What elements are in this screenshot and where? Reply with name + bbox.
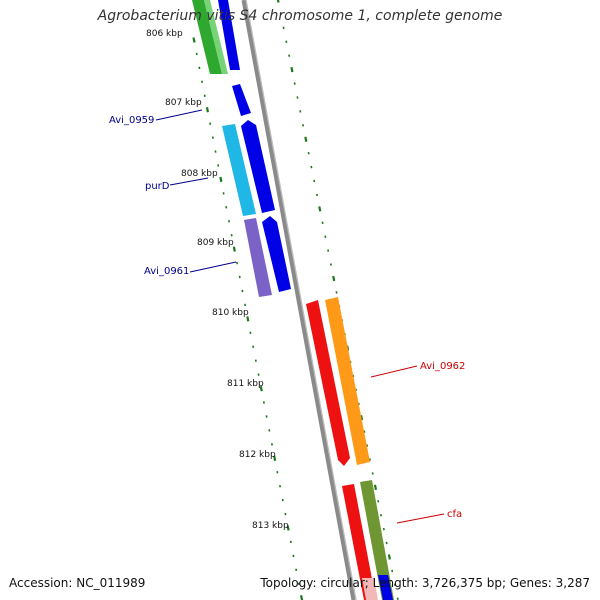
gene-feature-pink-bottom xyxy=(362,578,378,600)
major-tick xyxy=(387,554,391,560)
leader-line-avi0959 xyxy=(155,109,203,121)
map-title: Agrobacterium vitis S4 chromosome 1, com… xyxy=(97,8,503,24)
kbp-labels: 806 kbp 807 kbp 808 kbp 809 kbp 810 kbp … xyxy=(146,29,289,531)
genome-summary-text: Topology: circular; Length: 3,726,375 bp… xyxy=(260,576,590,590)
gene-feature-avi0961 xyxy=(244,218,272,297)
major-tick xyxy=(318,206,322,212)
gene-feature-cfa-red xyxy=(342,484,376,600)
leader-line-cfa xyxy=(396,513,445,524)
chromosome-backbone xyxy=(241,0,357,600)
gene-label-purd: purD xyxy=(145,181,170,192)
major-tick xyxy=(300,595,304,600)
major-tick xyxy=(359,415,364,421)
gene-label-avi0962: Avi_0962 xyxy=(420,361,465,372)
major-tick xyxy=(232,246,236,252)
major-tick xyxy=(246,316,250,322)
leader-line-avi0961 xyxy=(189,261,237,273)
major-tick xyxy=(219,176,223,183)
major-tick xyxy=(273,455,277,461)
gene-feature-blue xyxy=(218,0,240,70)
gene-label-avi0959: Avi_0959 xyxy=(109,115,154,126)
gene-feature-purd xyxy=(222,124,256,216)
major-tick xyxy=(259,385,263,392)
gene-feature-avi0962-orange xyxy=(325,297,370,465)
inner-tick-ring xyxy=(192,37,304,600)
major-tick xyxy=(332,275,336,282)
major-tick xyxy=(192,37,196,43)
gene-feature-green-light xyxy=(204,0,228,74)
gene-feature-blue-bottom xyxy=(378,575,393,600)
accession-text: Accession: NC_011989 xyxy=(9,576,146,590)
kbp-label: 806 kbp xyxy=(146,29,183,39)
kbp-label: 808 kbp xyxy=(181,169,218,179)
major-tick xyxy=(290,66,294,73)
gene-feature-cfa-olive xyxy=(360,480,394,600)
kbp-label: 807 kbp xyxy=(165,98,202,108)
kbp-label: 810 kbp xyxy=(212,308,249,318)
major-tick xyxy=(373,484,378,491)
major-tick xyxy=(304,136,308,142)
kbp-label: 812 kbp xyxy=(239,450,276,460)
gene-feature-avi0959 xyxy=(232,84,251,116)
leader-line-purd xyxy=(169,177,209,186)
leader-line-avi0962 xyxy=(370,365,418,378)
gene-feature-blue-2 xyxy=(241,120,275,213)
major-tick xyxy=(276,0,280,3)
gene-feature-blue-3 xyxy=(262,216,291,292)
gene-feature-avi0962-red xyxy=(306,300,350,466)
kbp-label: 809 kbp xyxy=(197,238,234,248)
gene-feature-green xyxy=(192,0,222,74)
kbp-label: 811 kbp xyxy=(227,379,264,389)
major-tick xyxy=(205,107,209,113)
gene-label-avi0961: Avi_0961 xyxy=(144,266,189,277)
kbp-label: 813 kbp xyxy=(252,521,289,531)
gene-label-cfa: cfa xyxy=(447,509,462,520)
chromosome-backbone-edge xyxy=(245,0,357,600)
major-tick xyxy=(286,525,290,531)
